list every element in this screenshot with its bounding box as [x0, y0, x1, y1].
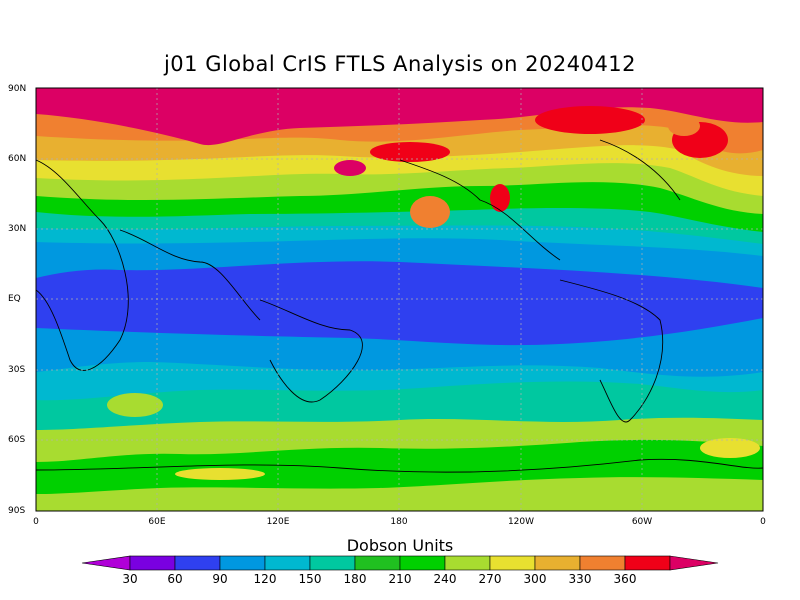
- colorbar-swatch: [399, 555, 446, 571]
- map-frame: [35, 87, 764, 512]
- lon-tick-120w: 120W: [507, 517, 535, 527]
- colorbar-swatch: [354, 555, 401, 571]
- colorbar-label: 360: [613, 572, 637, 586]
- colorbar-label: 330: [568, 572, 592, 586]
- lat-tick-eq: EQ: [8, 294, 21, 304]
- colorbar-swatch: [444, 555, 491, 571]
- colorbar-swatch: [579, 555, 626, 571]
- colorbar: [81, 555, 719, 571]
- colorbar-label: 120: [253, 572, 277, 586]
- colorbar-label: 90: [212, 572, 228, 586]
- lon-tick-60w: 60W: [631, 517, 653, 527]
- lat-tick-90s: 90S: [8, 506, 26, 516]
- colorbar-swatch: [264, 555, 311, 571]
- colorbar-swatch: [219, 555, 266, 571]
- lat-lon-grid: [36, 88, 763, 511]
- lon-tick-120e: 120E: [266, 517, 290, 527]
- colorbar-swatch: [174, 555, 221, 571]
- colorbar-label: 300: [523, 572, 547, 586]
- colorbar-label: 210: [388, 572, 412, 586]
- lon-tick-0-right: 0: [760, 517, 766, 527]
- lon-tick-60e: 60E: [148, 517, 166, 527]
- colorbar-swatch: [534, 555, 581, 571]
- lat-tick-90n: 90N: [8, 84, 27, 94]
- lat-tick-30s: 30S: [8, 365, 26, 375]
- colorbar-swatch: [309, 555, 356, 571]
- colorbar-label: 30: [122, 572, 138, 586]
- colorbar-max-arrow: [669, 555, 719, 571]
- colorbar-label: 270: [478, 572, 502, 586]
- colorbar-label: 180: [343, 572, 367, 586]
- lon-tick-0-left: 0: [33, 517, 39, 527]
- map-title: j01 Global CrIS FTLS Analysis on 2024041…: [163, 52, 637, 76]
- colorbar-label: 60: [167, 572, 183, 586]
- colorbar-swatch: [624, 555, 671, 571]
- colorbar-title: Dobson Units: [346, 536, 454, 555]
- colorbar-min-arrow: [81, 555, 131, 571]
- lon-tick-180: 180: [390, 517, 408, 527]
- colorbar-label: 150: [298, 572, 322, 586]
- colorbar-swatch: [489, 555, 536, 571]
- lat-tick-60n: 60N: [8, 154, 27, 164]
- lat-tick-60s: 60S: [8, 435, 26, 445]
- lat-tick-30n: 30N: [8, 224, 27, 234]
- colorbar-label: 240: [433, 572, 457, 586]
- colorbar-swatch: [129, 555, 176, 571]
- ozone-field: [36, 88, 763, 511]
